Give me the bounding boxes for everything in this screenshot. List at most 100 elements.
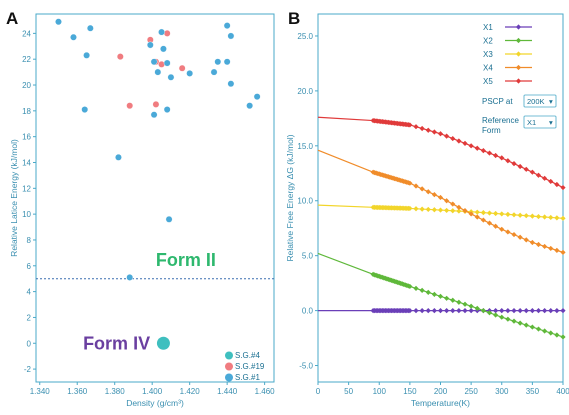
x-tick-label: 300 [495, 387, 509, 396]
data-point-sg1 [83, 51, 90, 59]
series-marker-x3 [450, 208, 456, 214]
panel-b-x-axis-title: Temperature(K) [411, 398, 470, 408]
series-marker-x2 [462, 301, 468, 307]
series-marker-x1 [505, 307, 511, 314]
series-marker-x3 [523, 213, 529, 219]
y-tick-label: 0.0 [302, 307, 314, 316]
series-marker-x4 [554, 247, 560, 253]
form-iv-marker [156, 336, 170, 350]
chevron-down-icon: ▾ [549, 97, 553, 106]
series-marker-x4 [493, 223, 499, 229]
series-marker-x1 [548, 307, 554, 314]
series-marker-x5 [480, 148, 486, 154]
panel-a-legend: S.G.#4 S.G.#19 S.G.#1 [225, 351, 265, 382]
panel-a: A 1.340 1.360 1.380 1.400 1.420 1.440 1.460 -2 0… [6, 9, 275, 408]
series-marker-x3 [474, 209, 480, 215]
series-marker-x5 [468, 143, 474, 149]
series-marker-x5 [548, 178, 554, 185]
series-marker-x2 [437, 293, 444, 299]
x-tick-label: 1.420 [180, 387, 201, 396]
series-marker-x3 [542, 214, 548, 220]
series-marker-x2 [517, 320, 523, 326]
series-marker-x2 [493, 312, 499, 318]
series-marker-x1 [511, 307, 517, 314]
data-point-sg1 [214, 58, 222, 66]
series-marker-x4 [511, 231, 517, 238]
legend-marker [225, 373, 233, 382]
series-marker-x1 [523, 307, 529, 314]
series-marker-x2 [413, 285, 419, 292]
series-marker-x1 [468, 307, 474, 314]
panel-a-x-axis-title: Density (g/cm³) [126, 398, 184, 408]
series-marker-x5 [542, 175, 548, 181]
series-marker-x5 [437, 131, 444, 137]
series-marker-x3 [456, 208, 462, 214]
series-marker-x2 [542, 328, 548, 334]
data-point-sg1 [223, 58, 231, 66]
series-marker-x1 [450, 307, 456, 314]
panel-b-axes: 0 50 100 150 200 250 300 350 400 -5.0 0.0 5.0 10.0 15… [297, 13, 569, 396]
series-marker-x2 [511, 318, 517, 324]
reference-select-value: X1 [527, 118, 536, 127]
series-marker-x3 [560, 215, 566, 221]
y-tick-label: 0 [27, 339, 32, 348]
panel-b-series [317, 116, 566, 340]
series-marker-x3 [437, 207, 444, 213]
y-tick-label: 10 [22, 210, 31, 219]
panel-b-legend: X1 X2 X3 X4 X5 [483, 23, 532, 86]
series-marker-x5 [407, 122, 413, 128]
y-tick-label: 8 [27, 236, 32, 245]
data-point-sg1 [150, 58, 158, 66]
series-marker-x1 [517, 307, 523, 314]
series-marker-x3 [517, 212, 523, 218]
reference-select[interactable]: X1 ▾ [523, 115, 557, 129]
series-marker-x5 [486, 150, 493, 156]
series-marker-x2 [407, 283, 413, 290]
data-point-sg19 [152, 100, 160, 108]
series-marker-x3 [554, 215, 560, 221]
y-tick-label: 2 [27, 313, 32, 322]
series-marker-x3 [535, 213, 542, 220]
series-marker-x5 [511, 161, 517, 167]
panel-a-plot-frame [35, 13, 275, 383]
series-marker-x5 [523, 166, 529, 172]
series-marker-x3 [486, 210, 493, 216]
series-marker-x4 [499, 226, 505, 232]
panel-a-label: A [6, 9, 18, 28]
data-point-sg19 [163, 29, 171, 37]
panel-a-points [55, 18, 261, 350]
data-point-sg1 [81, 106, 89, 113]
series-marker-x3 [431, 207, 437, 213]
x-tick-label: 150 [403, 387, 417, 396]
data-point-sg19 [158, 60, 165, 68]
series-marker-x1 [437, 307, 444, 314]
reference-label-line2: Form [482, 126, 501, 135]
legend-label-x1: X1 [483, 23, 493, 32]
series-marker-x1 [529, 307, 535, 314]
x-tick-label: 400 [556, 387, 569, 396]
series-marker-x3 [480, 210, 486, 216]
series-marker-x1 [456, 307, 462, 314]
y-tick-label: 20 [22, 81, 31, 90]
y-tick-label: 4 [27, 288, 32, 297]
x-tick-label: 0 [316, 387, 321, 396]
data-point-sg1 [165, 215, 173, 223]
form-iv-annotation: Form IV [83, 333, 150, 353]
data-point-sg1 [163, 106, 171, 113]
legend-label-x5: X5 [483, 77, 493, 86]
pscp-select[interactable]: 200K ▾ [523, 94, 557, 108]
series-marker-x3 [548, 214, 554, 221]
series-marker-x1 [444, 307, 450, 314]
series-marker-x2 [554, 332, 560, 338]
data-point-sg1 [186, 69, 194, 77]
series-marker-x4 [431, 191, 437, 198]
data-point-sg1 [223, 22, 231, 30]
x-tick-label: 250 [464, 387, 478, 396]
legend-label-x3: X3 [483, 50, 493, 59]
y-tick-label: 5.0 [302, 252, 314, 261]
data-point-sg1 [115, 153, 122, 161]
legend-label-sg1: S.G.#1 [235, 373, 260, 382]
pscp-select-box[interactable] [523, 94, 557, 108]
reference-select-box[interactable] [523, 115, 557, 129]
